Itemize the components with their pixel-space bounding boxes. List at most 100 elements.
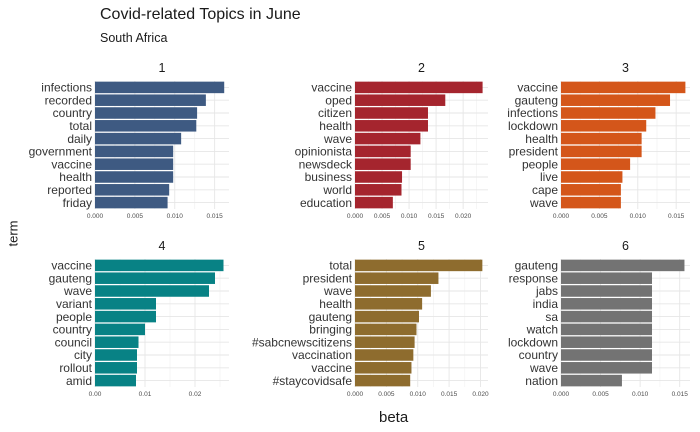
term-label: gauteng bbox=[515, 93, 558, 107]
facet-label: 6 bbox=[622, 239, 629, 253]
bar-gauteng bbox=[355, 310, 419, 323]
term-label: health bbox=[59, 170, 92, 184]
bar-country bbox=[95, 107, 198, 119]
bar-vaccine bbox=[355, 81, 483, 94]
term-label: country bbox=[53, 106, 92, 120]
bar-daily bbox=[95, 132, 182, 145]
x-tick-label: 0.01 bbox=[139, 391, 152, 398]
bar-gauteng bbox=[561, 94, 671, 106]
term-label: cape bbox=[532, 183, 558, 197]
bar-variant bbox=[95, 298, 156, 310]
term-label: sa bbox=[545, 310, 558, 324]
bar-response bbox=[561, 272, 653, 284]
facet-label: 2 bbox=[418, 61, 425, 75]
bar-infections bbox=[561, 107, 656, 119]
term-label: lockdown bbox=[508, 119, 558, 133]
facet-panel-4: 4vaccinegautengwavevariantpeoplecountryc… bbox=[49, 239, 229, 398]
x-tick-label: 0.010 bbox=[630, 213, 647, 220]
bar-vaccine bbox=[95, 158, 174, 170]
facet-label: 3 bbox=[622, 61, 629, 75]
term-label: country bbox=[53, 323, 92, 337]
bar-health bbox=[95, 171, 174, 183]
term-label: wave bbox=[529, 361, 558, 375]
bar-friday bbox=[95, 196, 168, 209]
bar-people bbox=[95, 310, 156, 323]
term-label: nation bbox=[525, 374, 558, 388]
bar-total bbox=[355, 259, 483, 272]
bar-newsdeck bbox=[355, 158, 411, 170]
term-label: wave bbox=[63, 284, 92, 298]
term-label: oped bbox=[325, 93, 352, 107]
term-label: total bbox=[329, 259, 352, 273]
x-tick-label: 0.000 bbox=[553, 213, 570, 220]
term-label: #sabcnewscitizens bbox=[252, 335, 352, 349]
term-label: vaccine bbox=[51, 157, 92, 171]
x-tick-label: 0.000 bbox=[553, 391, 570, 398]
x-tick-label: 0.00 bbox=[89, 391, 102, 398]
term-label: friday bbox=[63, 196, 92, 210]
x-tick-label: 0.02 bbox=[189, 391, 202, 398]
term-label: health bbox=[319, 119, 352, 133]
x-tick-label: 0.015 bbox=[668, 213, 685, 220]
term-label: business bbox=[305, 170, 352, 184]
x-tick-label: 0.020 bbox=[455, 213, 472, 220]
facet-label: 5 bbox=[418, 239, 425, 253]
bar-health bbox=[561, 132, 642, 145]
bar-president bbox=[355, 272, 439, 284]
bar-bringing bbox=[355, 323, 417, 336]
term-label: infections bbox=[41, 81, 92, 95]
term-label: #staycovidsafe bbox=[273, 374, 353, 388]
term-label: gauteng bbox=[515, 259, 558, 273]
term-label: president bbox=[509, 145, 559, 159]
bar-amid bbox=[95, 374, 136, 387]
x-tick-label: 0.015 bbox=[672, 391, 689, 398]
term-label: live bbox=[540, 170, 558, 184]
bar-reported bbox=[95, 184, 170, 196]
x-tick-label: 0.015 bbox=[428, 213, 445, 220]
bar-rollout bbox=[95, 362, 137, 374]
bar-opinionista bbox=[355, 145, 411, 158]
bar-wave bbox=[561, 362, 653, 374]
bar-country bbox=[95, 323, 145, 336]
term-label: reported bbox=[47, 183, 92, 197]
term-label: vaccination bbox=[292, 348, 352, 362]
bar-wave bbox=[355, 132, 421, 145]
term-label: newsdeck bbox=[299, 157, 353, 171]
bar-business bbox=[355, 171, 403, 183]
term-label: rollout bbox=[59, 361, 92, 375]
bar-lockdown bbox=[561, 336, 653, 348]
x-tick-label: 0.005 bbox=[592, 391, 609, 398]
bar-nation bbox=[561, 374, 622, 387]
bar-jabs bbox=[561, 285, 653, 297]
bar-total bbox=[95, 120, 197, 132]
x-tick-label: 0.005 bbox=[378, 391, 395, 398]
x-tick-label: 0.000 bbox=[347, 213, 364, 220]
facet-panel-5: 5 totalpresidentwavehealthgautengbringing… bbox=[252, 239, 489, 398]
bar-council bbox=[95, 336, 139, 348]
bar-lockdown bbox=[561, 120, 647, 132]
term-label: people bbox=[56, 310, 92, 324]
term-label: response bbox=[509, 271, 559, 285]
bar-wave bbox=[561, 196, 621, 209]
bar-president bbox=[561, 145, 642, 158]
bar-india bbox=[561, 298, 653, 310]
term-label: world bbox=[322, 183, 352, 197]
chart-subtitle: South Africa bbox=[100, 31, 168, 45]
term-label: council bbox=[55, 335, 92, 349]
x-tick-label: 0.000 bbox=[87, 213, 104, 220]
bar-education bbox=[355, 196, 393, 209]
bar-live bbox=[561, 171, 623, 183]
x-tick-label: 0.010 bbox=[401, 213, 418, 220]
x-tick-label: 0.020 bbox=[472, 391, 489, 398]
term-label: country bbox=[519, 348, 558, 362]
facet-label: 4 bbox=[159, 239, 166, 253]
bar-health bbox=[355, 120, 428, 132]
x-axis-label: beta bbox=[379, 409, 409, 426]
bar-government bbox=[95, 145, 174, 158]
facet-panel-1: 1 infectionsrecordedcountrytotaldailygove… bbox=[29, 61, 229, 220]
x-tick-label: 0.005 bbox=[374, 213, 391, 220]
term-label: vaccine bbox=[51, 259, 92, 273]
bar-country bbox=[561, 349, 653, 361]
bar-cape bbox=[561, 184, 621, 196]
